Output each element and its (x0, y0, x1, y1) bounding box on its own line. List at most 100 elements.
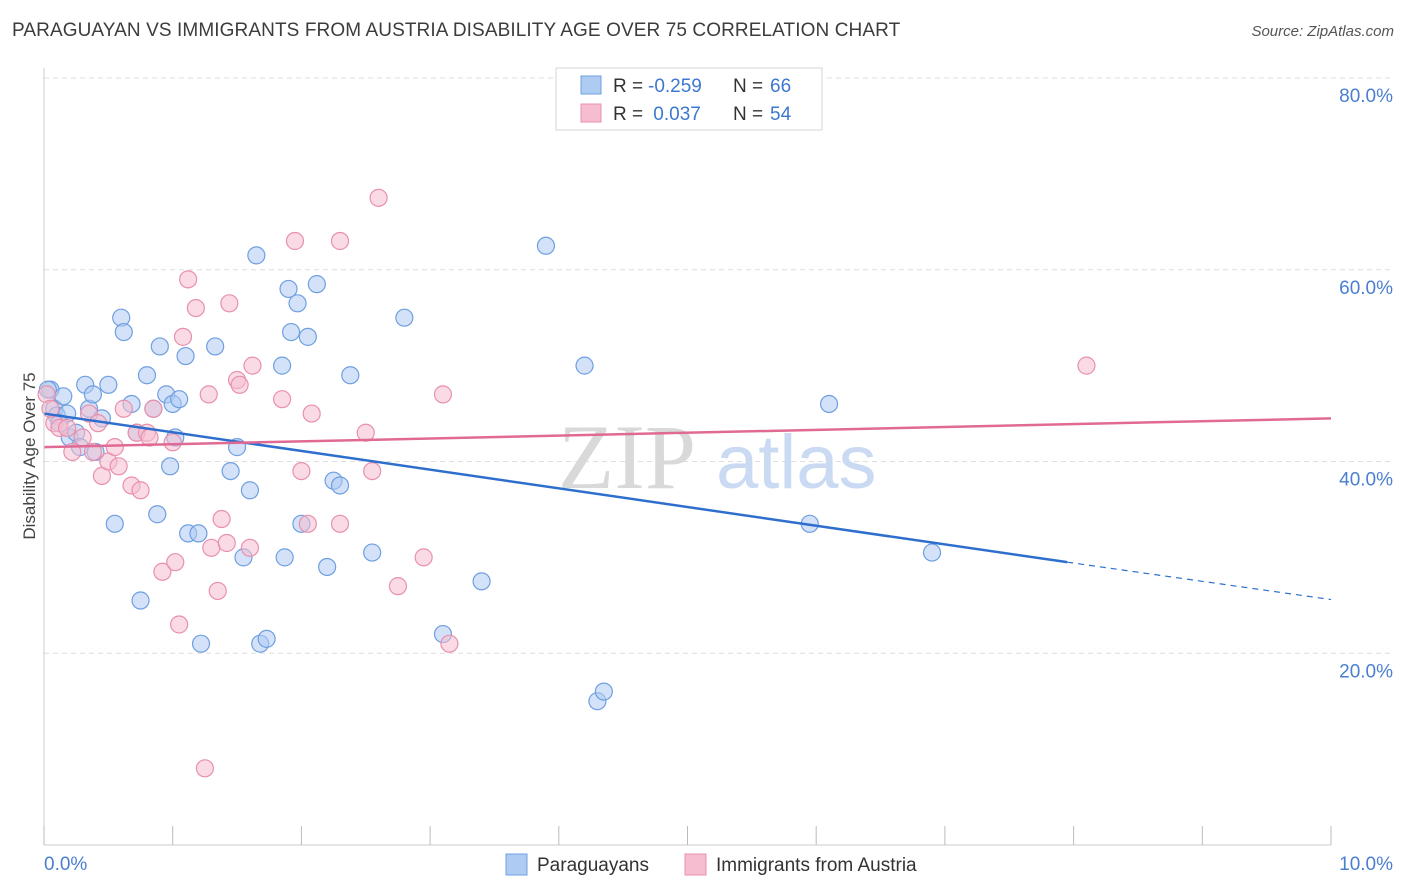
paraguayan-point (114, 322, 133, 342)
legend-r-label: R = (613, 76, 643, 97)
austria-point (131, 481, 150, 500)
austria-point (292, 461, 311, 481)
paraguayan-point (575, 356, 594, 375)
austria-point (153, 562, 172, 581)
paraguayan-point (536, 236, 556, 255)
axis-layer: 20.0% 40.0% 60.0% 80.0% 0.0% 10.0% (43, 68, 1393, 875)
austria-point (302, 404, 321, 423)
legend-n-label: N = (733, 104, 763, 125)
austria-point (1077, 356, 1096, 375)
trend-layer (43, 412, 1332, 601)
paraguayan-point (176, 346, 195, 366)
paraguayan-point (257, 629, 276, 648)
paraguayan-point (99, 375, 118, 394)
paraguayan-point (161, 457, 180, 476)
austria-point (298, 514, 317, 533)
paraguayan-point (922, 543, 942, 562)
paraguayan-point (298, 327, 317, 346)
paraguayan-trend-line (43, 412, 1068, 564)
austria-point (202, 538, 221, 557)
paraguayan-point (288, 294, 307, 313)
austria-point (109, 457, 128, 476)
paraguayan-point (189, 524, 208, 543)
y-tick-label: 80.0% (1339, 86, 1393, 107)
x-tick-label: 10.0% (1339, 854, 1393, 875)
austria-point (144, 399, 163, 418)
paraguayan-point (330, 476, 350, 495)
legend-swatch-pink (580, 103, 602, 123)
austria-point (163, 433, 182, 452)
y-tick-label: 20.0% (1339, 661, 1393, 682)
paraguayan-point (395, 308, 414, 327)
correlation-legend: R = -0.259 N = 66 R = 0.037 N = 54 (555, 67, 823, 131)
austria-point (199, 385, 218, 404)
austria-point (58, 418, 77, 438)
paraguayan-point (191, 634, 211, 653)
watermark: ZIP atlas (558, 406, 877, 508)
paraguayan-point (247, 246, 266, 265)
austria-point (433, 385, 453, 404)
legend-r-label: R = (613, 104, 643, 125)
paraguayan-point (472, 572, 491, 591)
austria-point (220, 294, 239, 313)
austria-point (440, 634, 459, 653)
austria-point (369, 188, 388, 207)
austria-point (414, 548, 433, 567)
austria-point (170, 615, 189, 634)
paraguayan-point (279, 279, 298, 299)
austria-point (285, 231, 305, 251)
paraguayan-point (819, 394, 839, 414)
austria-point (166, 553, 185, 572)
austria-point (73, 428, 92, 447)
austria-point (230, 375, 249, 394)
austria-point (356, 423, 375, 442)
paraguayan-point (240, 481, 260, 500)
paraguayan-point (318, 557, 337, 577)
austria-point (212, 509, 231, 529)
austria-point (363, 461, 382, 481)
legend-label-austria: Immigrants from Austria (716, 855, 917, 876)
austria-point (195, 759, 214, 778)
paraguayan-point (137, 366, 157, 385)
paraguayan-point (170, 390, 189, 409)
chart-title: PARAGUAYAN VS IMMIGRANTS FROM AUSTRIA DI… (12, 20, 901, 41)
legend-n-value: 66 (770, 76, 791, 97)
austria-point (208, 581, 227, 601)
austria-point (330, 231, 350, 251)
austria-point (272, 390, 292, 409)
paraguayan-point (272, 356, 292, 375)
paraguayan-point (363, 543, 382, 562)
paraguayan-point (594, 682, 613, 701)
paraguayan-point (148, 505, 167, 524)
watermark-atlas: atlas (716, 420, 877, 505)
watermark-zip: ZIP (558, 406, 696, 508)
legend-n-label: N = (733, 76, 763, 97)
y-axis-label: Disability Age Over 75 (20, 372, 39, 539)
paraguayan-point (206, 337, 225, 356)
paraguayan-point (105, 514, 124, 533)
austria-point (83, 442, 103, 462)
austria-point (217, 533, 236, 553)
austria-point (388, 577, 408, 596)
y-tick-label: 40.0% (1339, 470, 1393, 491)
paraguayan-point (307, 275, 326, 294)
legend-n-value: 54 (770, 104, 792, 125)
austria-point (179, 270, 198, 289)
paraguayan-point (282, 322, 301, 342)
legend-r-value: -0.259 (648, 76, 702, 97)
austria-point (240, 538, 260, 557)
chart-source: Source: ZipAtlas.com (1251, 23, 1394, 40)
austria-point (173, 327, 193, 346)
paraguayan-point (275, 548, 294, 567)
paraguayan-trend-extension (1067, 561, 1332, 601)
legend-r-value: 0.037 (648, 104, 701, 125)
paraguayan-point (131, 591, 150, 610)
austria-point (105, 438, 124, 457)
austria-point (330, 514, 350, 533)
austria-point (243, 356, 262, 375)
austria-point (114, 399, 133, 418)
bottom-legend: Paraguayans Immigrants from Austria (505, 853, 917, 876)
legend-swatch-austria (684, 853, 707, 876)
paraguayan-point (341, 366, 360, 385)
